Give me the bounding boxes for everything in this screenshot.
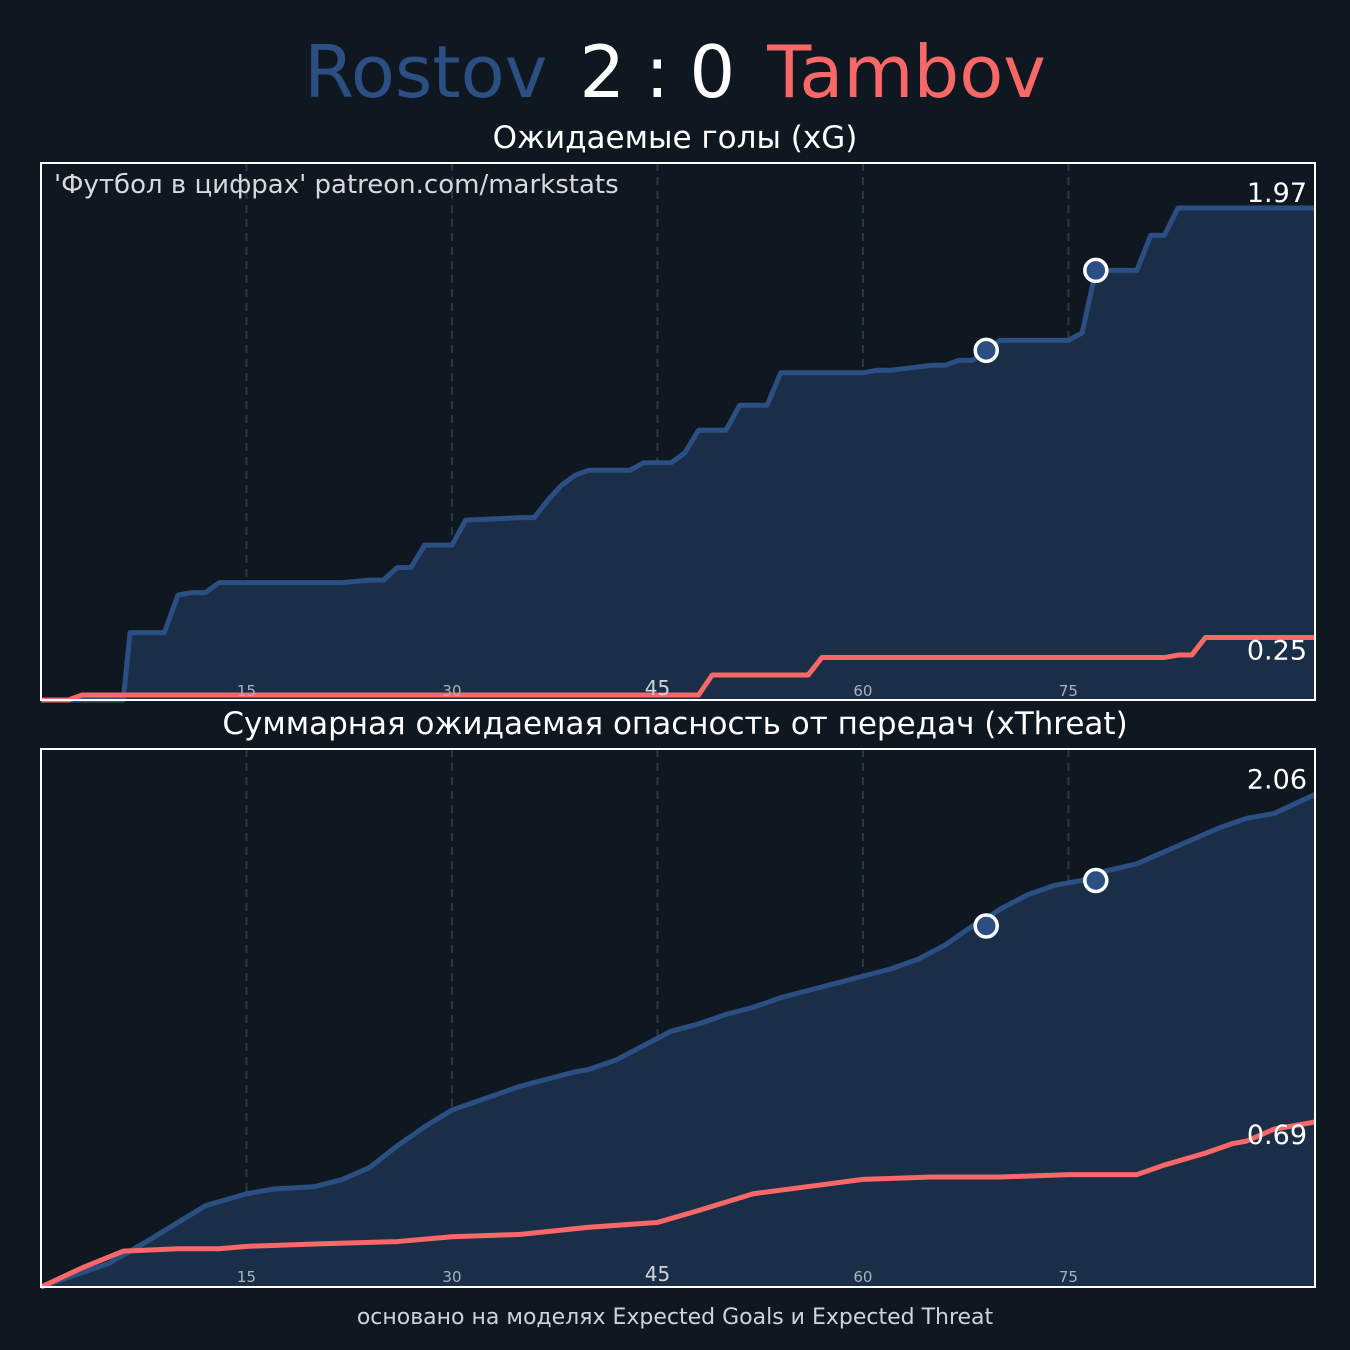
away-team-name: Tambov — [767, 30, 1046, 114]
xg-x-tick-label: 60 — [853, 682, 872, 700]
xthreat-chart-title: Суммарная ожидаемая опасность от передач… — [222, 706, 1128, 742]
xg-home-line — [41, 205, 1315, 703]
xthreat-goal-marker — [1083, 867, 1109, 894]
xg-chart-title: Ожидаемые голы (xG) — [492, 120, 858, 156]
xg-x-tick-label: 75 — [1059, 682, 1078, 700]
xthreat-x-tick-label: 75 — [1059, 1268, 1078, 1286]
xg-away-final-label: 0.25 — [1247, 636, 1307, 667]
xthreat-frame — [40, 748, 1316, 1288]
xg-x-tick-label: 15 — [237, 682, 256, 700]
xg-home-final-label: 1.97 — [1247, 178, 1307, 209]
xthreat-away-final-label: 0.69 — [1247, 1120, 1307, 1151]
away-score: 0 — [689, 30, 736, 114]
credit-watermark: 'Футбол в цифрах' patreon.com/markstats — [54, 170, 619, 200]
match-header: Rostov 2:0 Tambov — [0, 22, 1350, 122]
xthreat-x-tick-label: 15 — [237, 1268, 256, 1286]
xthreat-away-line — [39, 1119, 1316, 1290]
xthreat-goal-marker — [973, 913, 999, 939]
xg-x-tick-label: 30 — [442, 682, 461, 700]
xg-away-line — [41, 635, 1315, 703]
xthreat-home-area — [41, 794, 1315, 1287]
home-score: 2 — [579, 30, 626, 114]
xg-goal-marker — [1083, 257, 1109, 284]
xg-home-area — [41, 207, 1315, 701]
match-score: 2:0 — [579, 22, 735, 122]
xthreat-x-tick-label: 60 — [853, 1268, 872, 1286]
score-separator: : — [645, 30, 670, 114]
footer-note: основано на моделях Expected Goals и Exp… — [356, 1305, 994, 1330]
home-team-name: Rostov — [304, 30, 548, 114]
xg-goal-marker — [973, 337, 999, 364]
xthreat-x-tick-label: 30 — [442, 1268, 461, 1286]
xg-x-tick-label: 45 — [645, 676, 670, 700]
xg-frame — [40, 162, 1316, 701]
xthreat-home-final-label: 2.06 — [1247, 764, 1307, 795]
xthreat-x-tick-label: 45 — [645, 1262, 670, 1286]
